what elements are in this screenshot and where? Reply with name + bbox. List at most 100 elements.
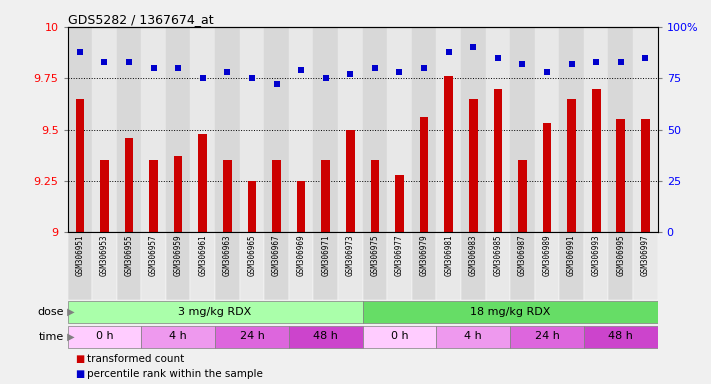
Bar bbox=[412, 232, 437, 300]
Point bbox=[173, 65, 184, 71]
Point bbox=[320, 75, 331, 81]
Bar bbox=[166, 232, 191, 300]
Bar bbox=[247, 181, 256, 232]
Bar bbox=[215, 232, 240, 300]
Text: percentile rank within the sample: percentile rank within the sample bbox=[87, 369, 263, 379]
Text: 18 mg/kg RDX: 18 mg/kg RDX bbox=[470, 306, 550, 316]
Bar bbox=[289, 232, 314, 300]
Bar bbox=[264, 232, 289, 300]
Point bbox=[394, 69, 405, 75]
Text: GSM306953: GSM306953 bbox=[100, 234, 109, 276]
Bar bbox=[166, 27, 191, 232]
Point bbox=[517, 61, 528, 67]
Bar bbox=[264, 27, 289, 232]
Text: GSM306983: GSM306983 bbox=[469, 234, 478, 276]
Bar bbox=[486, 232, 510, 300]
Bar bbox=[117, 27, 141, 232]
Text: 3 mg/kg RDX: 3 mg/kg RDX bbox=[178, 306, 252, 316]
Bar bbox=[461, 27, 486, 232]
Bar bbox=[141, 27, 166, 232]
Bar bbox=[469, 99, 478, 232]
Text: 48 h: 48 h bbox=[314, 331, 338, 341]
Bar bbox=[633, 27, 658, 232]
Point bbox=[246, 75, 257, 81]
Text: 4 h: 4 h bbox=[169, 331, 187, 341]
Text: GSM306963: GSM306963 bbox=[223, 234, 232, 276]
Text: ▶: ▶ bbox=[64, 332, 75, 342]
Point bbox=[418, 65, 429, 71]
Text: ▶: ▶ bbox=[64, 307, 75, 317]
Bar bbox=[510, 27, 535, 232]
Bar bbox=[387, 27, 412, 232]
Point bbox=[197, 75, 208, 81]
Bar bbox=[314, 27, 338, 232]
Bar bbox=[461, 232, 486, 300]
Point bbox=[492, 55, 503, 61]
Bar bbox=[117, 232, 141, 300]
Bar bbox=[149, 161, 158, 232]
Bar bbox=[191, 27, 215, 232]
Point bbox=[615, 59, 626, 65]
Point bbox=[74, 48, 85, 55]
Text: 0 h: 0 h bbox=[95, 331, 113, 341]
Bar bbox=[191, 232, 215, 300]
Bar bbox=[535, 232, 560, 300]
Bar bbox=[141, 232, 166, 300]
Bar bbox=[370, 161, 379, 232]
Text: GSM306981: GSM306981 bbox=[444, 234, 453, 276]
Text: 48 h: 48 h bbox=[609, 331, 634, 341]
Text: GSM306951: GSM306951 bbox=[75, 234, 85, 276]
Point bbox=[123, 59, 134, 65]
Bar bbox=[535, 27, 560, 232]
Bar bbox=[419, 117, 429, 232]
Bar bbox=[437, 232, 461, 300]
Bar bbox=[321, 161, 330, 232]
Bar bbox=[240, 27, 264, 232]
Bar bbox=[314, 232, 338, 300]
Text: GSM306989: GSM306989 bbox=[542, 234, 552, 276]
Text: GSM306973: GSM306973 bbox=[346, 234, 355, 276]
Bar bbox=[542, 123, 551, 232]
Text: GSM306997: GSM306997 bbox=[641, 234, 650, 276]
Bar bbox=[444, 76, 453, 232]
Text: GSM306971: GSM306971 bbox=[321, 234, 330, 276]
Bar bbox=[92, 232, 117, 300]
Text: GSM306977: GSM306977 bbox=[395, 234, 404, 276]
Text: GSM306967: GSM306967 bbox=[272, 234, 281, 276]
Bar bbox=[412, 27, 437, 232]
Point bbox=[541, 69, 552, 75]
Text: 4 h: 4 h bbox=[464, 331, 482, 341]
Text: 24 h: 24 h bbox=[535, 331, 560, 341]
Bar bbox=[198, 134, 207, 232]
Bar bbox=[68, 326, 141, 348]
Text: GDS5282 / 1367674_at: GDS5282 / 1367674_at bbox=[68, 13, 213, 26]
Text: GSM306987: GSM306987 bbox=[518, 234, 527, 276]
Bar bbox=[68, 301, 363, 323]
Bar bbox=[567, 99, 576, 232]
Text: GSM306969: GSM306969 bbox=[296, 234, 306, 276]
Bar bbox=[100, 161, 109, 232]
Bar bbox=[215, 27, 240, 232]
Bar bbox=[584, 232, 609, 300]
Bar bbox=[346, 129, 355, 232]
Bar bbox=[289, 27, 314, 232]
Bar bbox=[395, 175, 404, 232]
Bar bbox=[387, 232, 412, 300]
Point bbox=[443, 48, 454, 55]
Bar bbox=[363, 301, 658, 323]
Bar bbox=[633, 232, 658, 300]
Bar bbox=[141, 326, 215, 348]
Bar bbox=[272, 161, 281, 232]
Bar bbox=[518, 161, 527, 232]
Text: GSM306995: GSM306995 bbox=[616, 234, 625, 276]
Bar bbox=[486, 27, 510, 232]
Text: GSM306955: GSM306955 bbox=[124, 234, 134, 276]
Text: GSM306991: GSM306991 bbox=[567, 234, 576, 276]
Bar bbox=[616, 119, 625, 232]
Point bbox=[271, 81, 282, 88]
Text: GSM306961: GSM306961 bbox=[198, 234, 208, 276]
Bar bbox=[124, 138, 134, 232]
Bar bbox=[609, 27, 633, 232]
Bar bbox=[609, 232, 633, 300]
Text: time: time bbox=[38, 332, 64, 342]
